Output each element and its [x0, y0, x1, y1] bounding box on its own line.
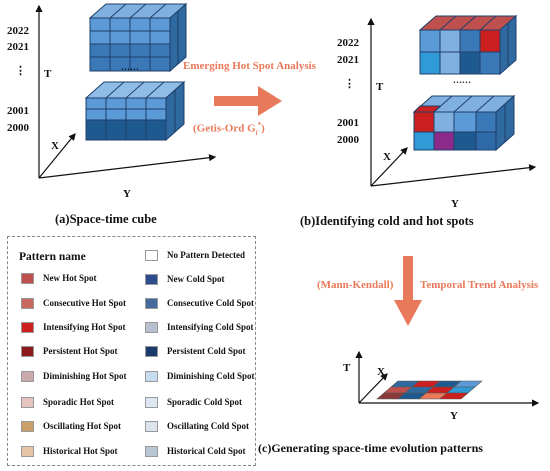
legend-swatch-right-1 — [145, 274, 158, 285]
legend-label-right-2: Consecutive Cold Spot — [167, 298, 255, 308]
cube-a-bottom — [84, 80, 186, 142]
mann-kendall-label: (Mann-Kendall) — [317, 279, 394, 291]
cube-a-year-2000: 2000 — [7, 122, 29, 134]
legend-label-right-4: Persistent Cold Spot — [167, 346, 246, 356]
temporal-trend-label: Temporal Trend Analysis — [420, 279, 539, 291]
analysis-arrow-right — [214, 86, 282, 116]
cube-b-year-2021: 2021 — [337, 54, 359, 66]
legend-label-left-1: Consecutive Hot Spot — [43, 298, 126, 308]
legend-label-left-7: Historical Hot Spot — [43, 446, 118, 456]
legend-swatch-left-4 — [21, 371, 34, 382]
legend-label-right-6: Sporadic Cold Spot — [167, 397, 243, 407]
legend-swatch-left-7 — [21, 446, 34, 457]
cube-b-t-axis-label: T — [376, 81, 384, 93]
legend-label-right-5: Diminishing Cold Spot — [167, 371, 255, 381]
cube-a-top — [88, 2, 188, 73]
legend-label-right-1: New Cold Spot — [167, 274, 225, 284]
cube-a-dots: …… — [121, 62, 139, 72]
cube-b-bottom — [412, 94, 516, 152]
getis-ord-label: (Getis-Ord Gi*) — [193, 121, 265, 137]
legend-label-right-3: Intensifying Cold Spot — [167, 322, 254, 332]
plane-c-axes — [355, 350, 540, 407]
legend-swatch-right-0 — [145, 250, 158, 261]
legend-swatch-left-5 — [21, 397, 34, 408]
legend-label-left-6: Oscillating Hot Spot — [43, 421, 122, 431]
cube-a-y-axis-label: Y — [123, 188, 131, 200]
cube-a-year-2022: 2022 — [7, 25, 29, 37]
cube-b-year-2022: 2022 — [337, 37, 359, 49]
cube-b-top — [418, 14, 518, 76]
legend-swatch-right-7 — [145, 421, 158, 432]
cube-a-t-axis-label: T — [44, 68, 52, 80]
legend-title: Pattern name — [19, 251, 86, 263]
legend-swatch-right-3 — [145, 322, 158, 333]
evolution-pattern-plane — [376, 380, 483, 400]
caption-a: (a)Space-time cube — [55, 212, 157, 226]
caption-c: (c)Generating space-time evolution patte… — [258, 441, 483, 455]
caption-b: (b)Identifying cold and hot spots — [300, 214, 474, 228]
legend-label-left-2: Intensifying Hot Spot — [43, 322, 126, 332]
cube-a-ellipsis: ⋮ — [15, 65, 26, 77]
legend-label-right-8: Historical Cold Spot — [167, 446, 246, 456]
legend-label-right-7: Oscillating Cold Spot — [167, 421, 250, 431]
plane-c-y-axis-label: Y — [450, 410, 458, 422]
cube-a-x-axis-label: X — [51, 140, 59, 152]
cube-a-year-2021: 2021 — [7, 41, 29, 53]
cube-a-year-2001: 2001 — [7, 105, 29, 117]
cube-b-year-2000: 2000 — [337, 134, 359, 146]
cube-b-x-axis-label: X — [383, 151, 391, 163]
legend-swatch-left-0 — [21, 273, 34, 284]
legend-label-left-5: Sporadic Hot Spot — [43, 397, 115, 407]
legend-swatch-left-6 — [21, 421, 34, 432]
cube-a-axes — [35, 4, 217, 179]
cube-b-y-axis-label: Y — [451, 198, 459, 210]
legend-swatch-left-1 — [21, 298, 34, 309]
legend-box — [7, 236, 256, 466]
cube-b-ellipsis: ⋮ — [344, 78, 355, 90]
legend-swatch-left-3 — [21, 346, 34, 357]
legend-swatch-right-2 — [145, 298, 158, 309]
legend-swatch-left-2 — [21, 322, 34, 333]
trend-arrow-down — [394, 256, 422, 326]
legend-swatch-right-5 — [145, 371, 158, 382]
legend-swatch-right-4 — [145, 346, 158, 357]
cube-b-axes — [367, 17, 537, 187]
cube-b-dots: …… — [453, 75, 471, 85]
legend-label-left-4: Diminishing Hot Spot — [43, 371, 127, 381]
legend-label-left-0: New Hot Spot — [43, 273, 97, 283]
plane-c-t-axis-label: T — [343, 362, 351, 374]
legend-swatch-right-6 — [145, 397, 158, 408]
emerging-hot-spot-label: Emerging Hot Spot Analysis — [183, 60, 316, 72]
legend-swatch-right-8 — [145, 446, 158, 457]
legend-label-right-0: No Pattern Detected — [167, 250, 245, 260]
plane-c-x-axis-label: X — [377, 366, 385, 378]
cube-b-year-2001: 2001 — [337, 117, 359, 129]
legend-label-left-3: Persistent Hot Spot — [43, 346, 118, 356]
